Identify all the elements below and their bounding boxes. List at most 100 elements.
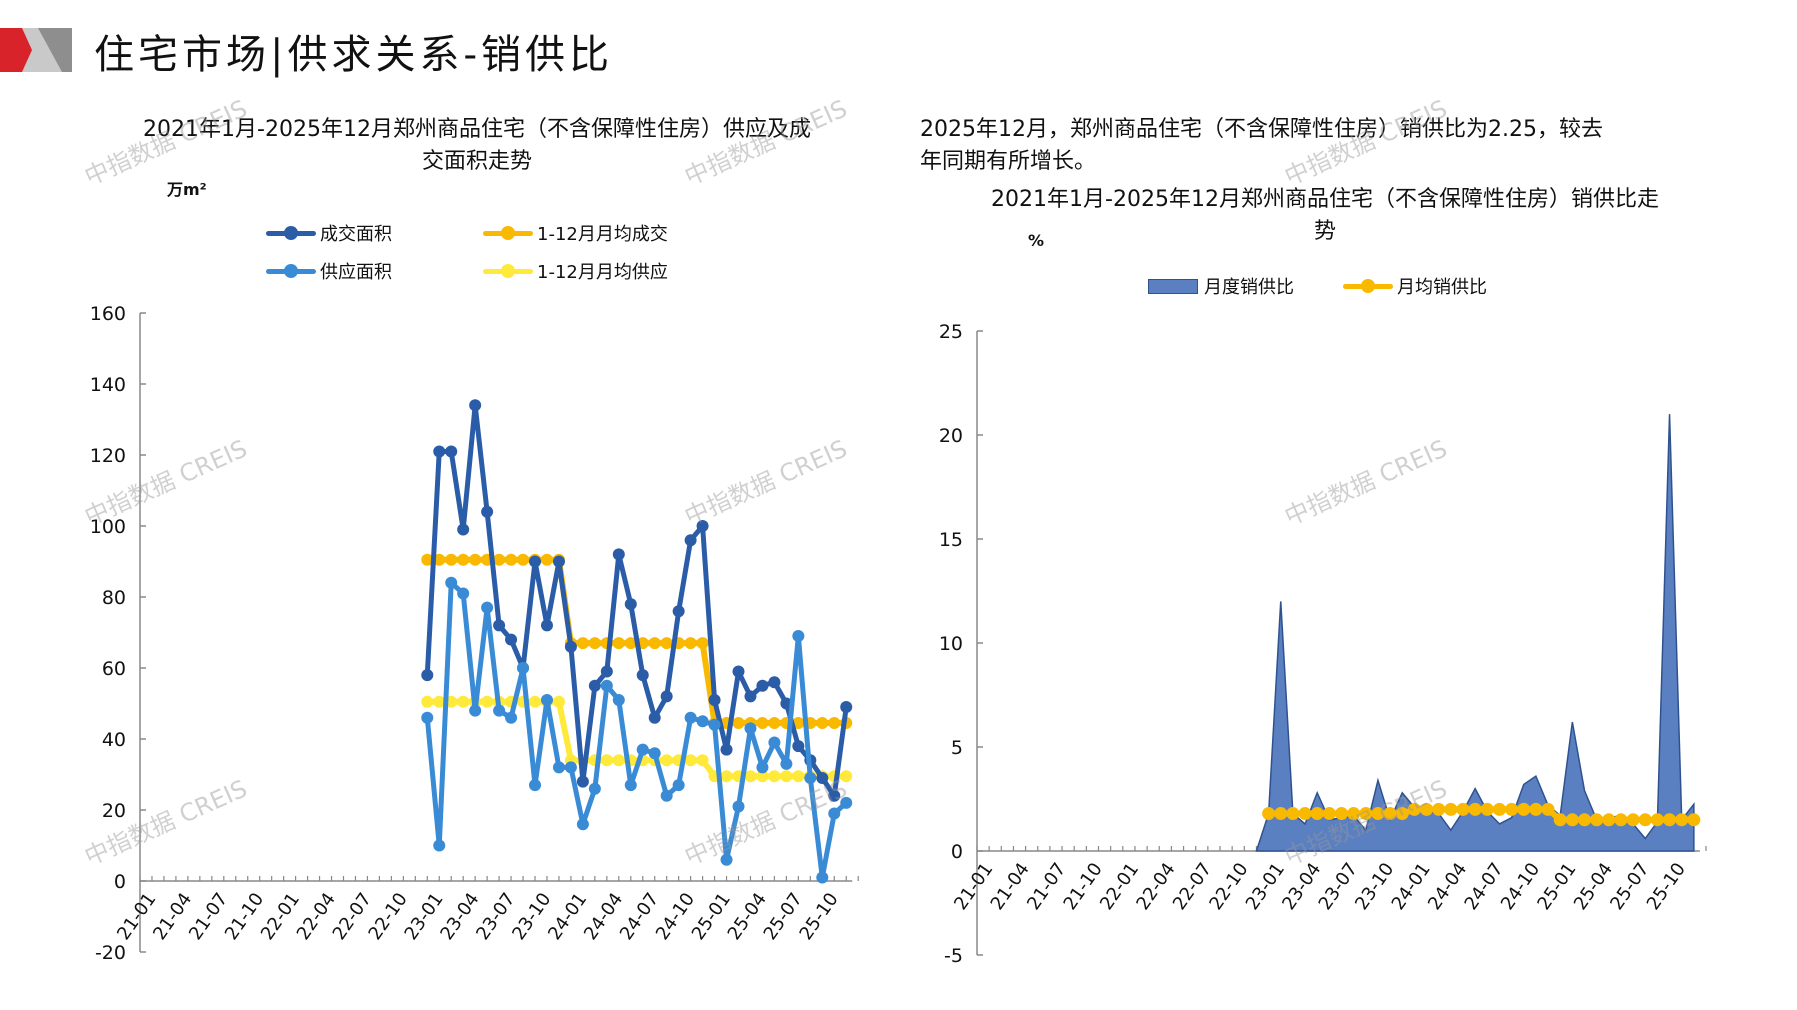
supply-area-point (780, 757, 793, 770)
supply-avg-point (529, 695, 542, 708)
avg-ratio-point (1407, 802, 1421, 816)
deal-area-point (612, 548, 625, 561)
deal-avg-point (540, 553, 553, 566)
deal-area-point (552, 555, 565, 568)
y-tick-label: 20 (939, 425, 963, 447)
supply-area-point (445, 576, 458, 589)
deal-avg-point (445, 553, 458, 566)
avg-ratio-point (1310, 807, 1324, 821)
supply-area-point (624, 779, 637, 792)
avg-ratio-point (1383, 807, 1397, 821)
supply-area-point (672, 779, 685, 792)
x-tick-label: 22-04 (1132, 859, 1179, 914)
deal-area-point (636, 669, 649, 682)
avg-ratio-point (1529, 802, 1543, 816)
deal-avg-point (433, 553, 446, 566)
supply-area-point (768, 736, 781, 749)
supply-area-point (636, 743, 649, 756)
legend-item-supply-avg: 1-12月月均供应 (483, 258, 668, 284)
legend-item-deal-avg: 1-12月月均成交 (483, 220, 668, 246)
supply-avg-point (720, 770, 733, 783)
deal-avg-point (768, 717, 781, 730)
x-tick-label: 25-04 (1570, 859, 1617, 914)
supply-area-point (552, 761, 565, 774)
legend-swatch-supply (266, 264, 316, 278)
deal-area-point (744, 690, 757, 703)
page-title: 住宅市场|供求关系-销供比 (94, 32, 613, 78)
avg-ratio-point (1274, 807, 1288, 821)
deal-area-point (840, 701, 853, 714)
supply-area-point (840, 796, 853, 809)
avg-ratio-point (1347, 807, 1361, 821)
deal-area-point (564, 640, 577, 653)
supply-area-point (708, 718, 721, 731)
y-tick-label: 0 (951, 841, 963, 863)
avg-ratio-point (1675, 813, 1689, 827)
legend-swatch-deal (266, 226, 316, 240)
deal-area-point (469, 399, 482, 412)
supply-area-point (588, 782, 601, 795)
summary-line1: 2025年12月，郑州商品住宅（不含保障性住房）销供比为2.25，较去 (920, 117, 1603, 142)
x-tick-label: 23-01 (1242, 859, 1289, 914)
deal-area-point (433, 445, 446, 458)
x-tick-label: 21-07 (1023, 859, 1070, 914)
supply-avg-point (421, 695, 434, 708)
x-tick-label: 22-10 (1205, 859, 1252, 914)
avg-ratio-point (1650, 813, 1664, 827)
right-chart-title: 2021年1月-2025年12月郑州商品住宅（不含保障性住房）销供比走 势 (925, 184, 1725, 248)
avg-ratio-point (1541, 802, 1555, 816)
supply-area-point (421, 711, 434, 724)
deal-area-point (648, 711, 661, 724)
deal-avg-point (684, 637, 697, 650)
deal-area-point (624, 598, 637, 611)
deal-avg-point (660, 637, 673, 650)
x-tick-label: 23-07 (1315, 859, 1362, 914)
y-tick-label: 100 (90, 516, 126, 538)
supply-avg-point (756, 770, 769, 783)
supply-area-point (517, 662, 530, 674)
supply-avg-point (768, 770, 781, 783)
supply-avg-point (840, 770, 853, 783)
deal-avg-point (696, 637, 709, 650)
legend-item-avg-ratio: 月均销供比 (1343, 273, 1487, 299)
deal-avg-point (517, 553, 530, 566)
left-chart-title-line2: 交面积走势 (421, 149, 532, 174)
supply-avg-point (792, 770, 805, 783)
legend-item-deal: 成交面积 (266, 220, 392, 246)
deal-avg-point (421, 553, 434, 566)
avg-ratio-point (1614, 813, 1628, 827)
deal-avg-point (816, 717, 829, 730)
avg-ratio-point (1444, 802, 1458, 816)
left-unit-label: 万m² (167, 180, 207, 199)
deal-area-point (600, 665, 613, 678)
deal-area-point (732, 665, 745, 678)
avg-ratio-point (1517, 802, 1531, 816)
supply-avg-point (780, 770, 793, 783)
y-tick-label: 40 (102, 729, 126, 751)
left-chart-title-line1: 2021年1月-2025年12月郑州商品住宅（不含保障性住房）供应及成 (143, 117, 811, 142)
deal-avg-point (588, 637, 601, 650)
avg-ratio-point (1359, 807, 1373, 821)
avg-ratio-point (1578, 813, 1591, 827)
supply-area-point (493, 704, 506, 717)
avg-ratio-point (1335, 807, 1348, 821)
avg-ratio-point (1663, 813, 1677, 827)
y-tick-label: 0 (114, 871, 126, 893)
legend-label: 1-12月月均成交 (537, 224, 668, 245)
supply-avg-point (433, 695, 446, 708)
deal-avg-point (576, 637, 589, 650)
avg-ratio-point (1286, 807, 1300, 821)
avg-ratio-point (1492, 802, 1506, 816)
supply-area-point (576, 818, 589, 831)
supply-avg-point (744, 770, 757, 783)
deal-avg-point (828, 717, 841, 730)
deal-area-point (421, 669, 434, 682)
right-chart-title-line1: 2021年1月-2025年12月郑州商品住宅（不含保障性住房）销供比走 (991, 187, 1659, 212)
legend-label: 供应面积 (320, 262, 392, 283)
deal-area-point (457, 523, 470, 536)
y-tick-label: 60 (102, 658, 126, 680)
avg-ratio-point (1638, 813, 1652, 827)
avg-ratio-point (1480, 802, 1494, 816)
y-tick-label: -5 (944, 945, 963, 967)
supply-area-point (469, 704, 482, 717)
